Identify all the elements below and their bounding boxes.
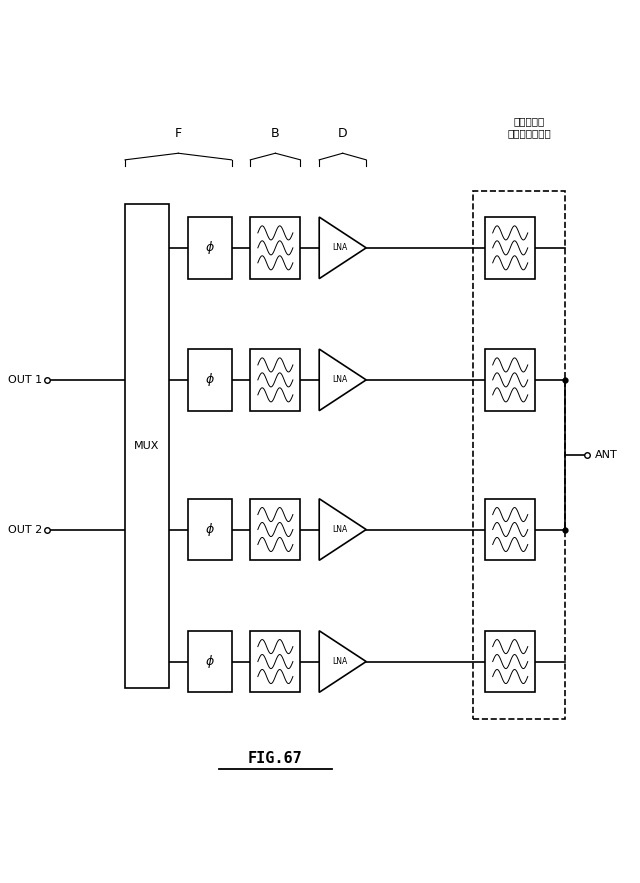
Bar	[485, 217, 535, 279]
Polygon shape	[319, 499, 366, 561]
Bar	[250, 217, 300, 279]
Polygon shape	[319, 217, 366, 279]
Text: $\phi$: $\phi$	[205, 239, 214, 256]
Bar	[188, 630, 232, 692]
Bar	[188, 217, 232, 279]
Bar	[250, 349, 300, 411]
Text: $\phi$: $\phi$	[205, 372, 214, 389]
Polygon shape	[319, 349, 366, 411]
Bar	[188, 499, 232, 561]
Text: OUT 1: OUT 1	[8, 375, 42, 385]
Text: MUX: MUX	[134, 441, 159, 451]
Text: B: B	[271, 127, 280, 140]
Text: FIG.67: FIG.67	[248, 751, 303, 766]
Bar	[485, 349, 535, 411]
Text: $\phi$: $\phi$	[205, 521, 214, 538]
Text: F: F	[175, 127, 182, 140]
Polygon shape	[319, 630, 366, 692]
Bar	[485, 499, 535, 561]
Bar	[188, 349, 232, 411]
Text: LNA: LNA	[332, 525, 347, 534]
Text: ANT: ANT	[595, 449, 618, 460]
Text: D: D	[338, 127, 348, 140]
Bar	[473, 191, 565, 719]
Bar	[250, 499, 300, 561]
Text: フィルタ／
マルチプレクサ: フィルタ／ マルチプレクサ	[507, 117, 551, 138]
Text: LNA: LNA	[332, 244, 347, 253]
Bar	[485, 630, 535, 692]
Text: $\phi$: $\phi$	[205, 653, 214, 670]
Text: OUT 2: OUT 2	[8, 525, 42, 534]
Text: LNA: LNA	[332, 375, 347, 384]
Text: LNA: LNA	[332, 657, 347, 666]
Bar	[125, 204, 169, 688]
Bar	[250, 630, 300, 692]
